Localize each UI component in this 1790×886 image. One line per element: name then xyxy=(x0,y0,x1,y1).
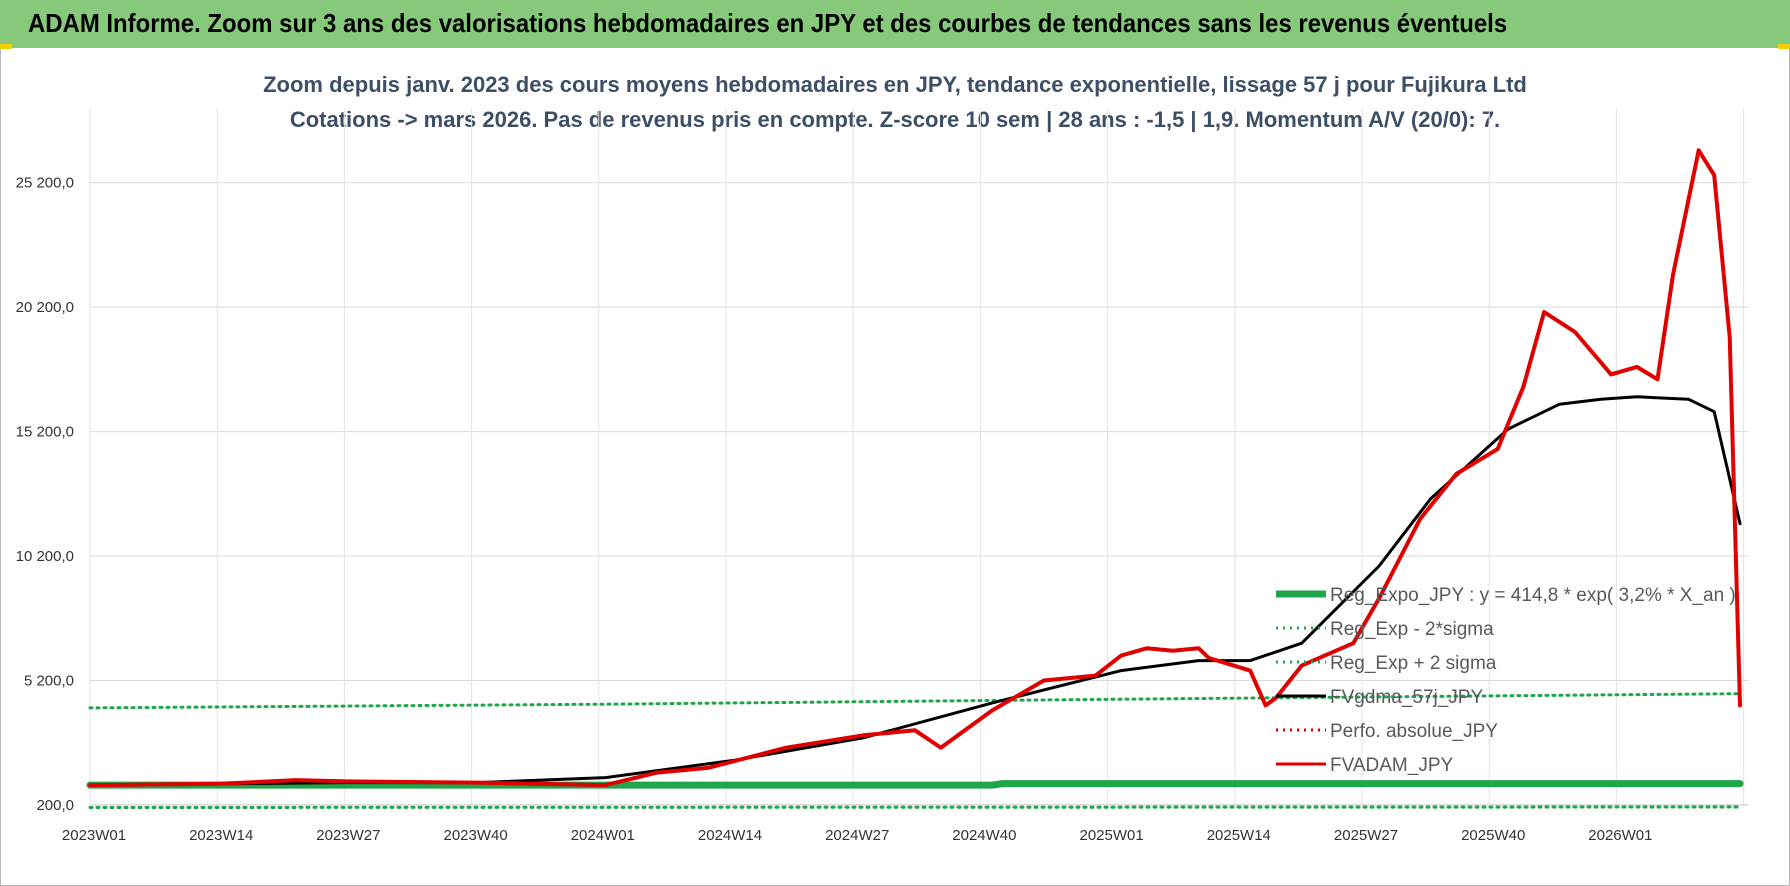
x-tick-label: 2025W01 xyxy=(1079,827,1143,844)
legend-label: Reg_Exp + 2 sigma xyxy=(1330,653,1497,674)
frame-corner-marker xyxy=(1778,44,1790,49)
frame-corner-marker xyxy=(0,44,12,49)
chart-axes: 200,0 5 200,0 10 200,0 15 200,0 20 200,0 25 2… xyxy=(16,175,1748,844)
chart-legend: Reg_Expo_JPY : y = 414,8 * exp( 3,2% * X… xyxy=(1276,585,1736,776)
x-tick-label: 2024W14 xyxy=(698,827,762,844)
x-tick-label: 2024W27 xyxy=(825,827,889,844)
x-tick-label: 2023W14 xyxy=(189,827,253,844)
x-tick-label: 2023W01 xyxy=(62,827,126,844)
x-tick-label: 2024W40 xyxy=(952,827,1016,844)
y-tick-label: 20 200,0 xyxy=(16,299,74,316)
report-title: ADAM Informe. Zoom sur 3 ans des valoris… xyxy=(28,8,1508,38)
legend-label: Perfo. absolue_JPY xyxy=(1330,721,1498,742)
series-line-2 xyxy=(88,692,1742,710)
x-tick-label: 2023W27 xyxy=(316,827,380,844)
report-banner: ADAM Informe. Zoom sur 3 ans des valoris… xyxy=(0,0,1790,48)
series-line-1 xyxy=(88,805,1742,809)
legend-label: FVgdma_57j_JPY xyxy=(1330,687,1483,708)
x-tick-label: 2026W01 xyxy=(1588,827,1652,844)
series-line-3 xyxy=(88,395,1742,787)
chart-title-line2: Cotations -> mars 2026. Pas de revenus p… xyxy=(289,107,1501,132)
y-tick-label: 5 200,0 xyxy=(24,673,74,690)
y-tick-label: 15 200,0 xyxy=(16,424,74,441)
chart-title-line1: Zoom depuis janv. 2023 des cours moyens … xyxy=(263,72,1527,97)
chart-series xyxy=(86,148,1744,809)
y-tick-label: 10 200,0 xyxy=(16,548,74,565)
y-tick-label: 25 200,0 xyxy=(16,175,74,192)
legend-label: FVADAM_JPY xyxy=(1330,755,1454,776)
x-tick-label: 2025W14 xyxy=(1207,827,1271,844)
legend-label: Reg_Expo_JPY : y = 414,8 * exp( 3,2% * X… xyxy=(1330,585,1736,606)
x-tick-label: 2025W40 xyxy=(1461,827,1525,844)
y-tick-label: 200,0 xyxy=(36,797,74,814)
legend-label: Reg_Exp - 2*sigma xyxy=(1330,619,1494,640)
x-tick-label: 2025W27 xyxy=(1334,827,1398,844)
x-tick-label: 2024W01 xyxy=(571,827,635,844)
x-tick-label: 2023W40 xyxy=(443,827,507,844)
series-line-5 xyxy=(88,148,1742,788)
